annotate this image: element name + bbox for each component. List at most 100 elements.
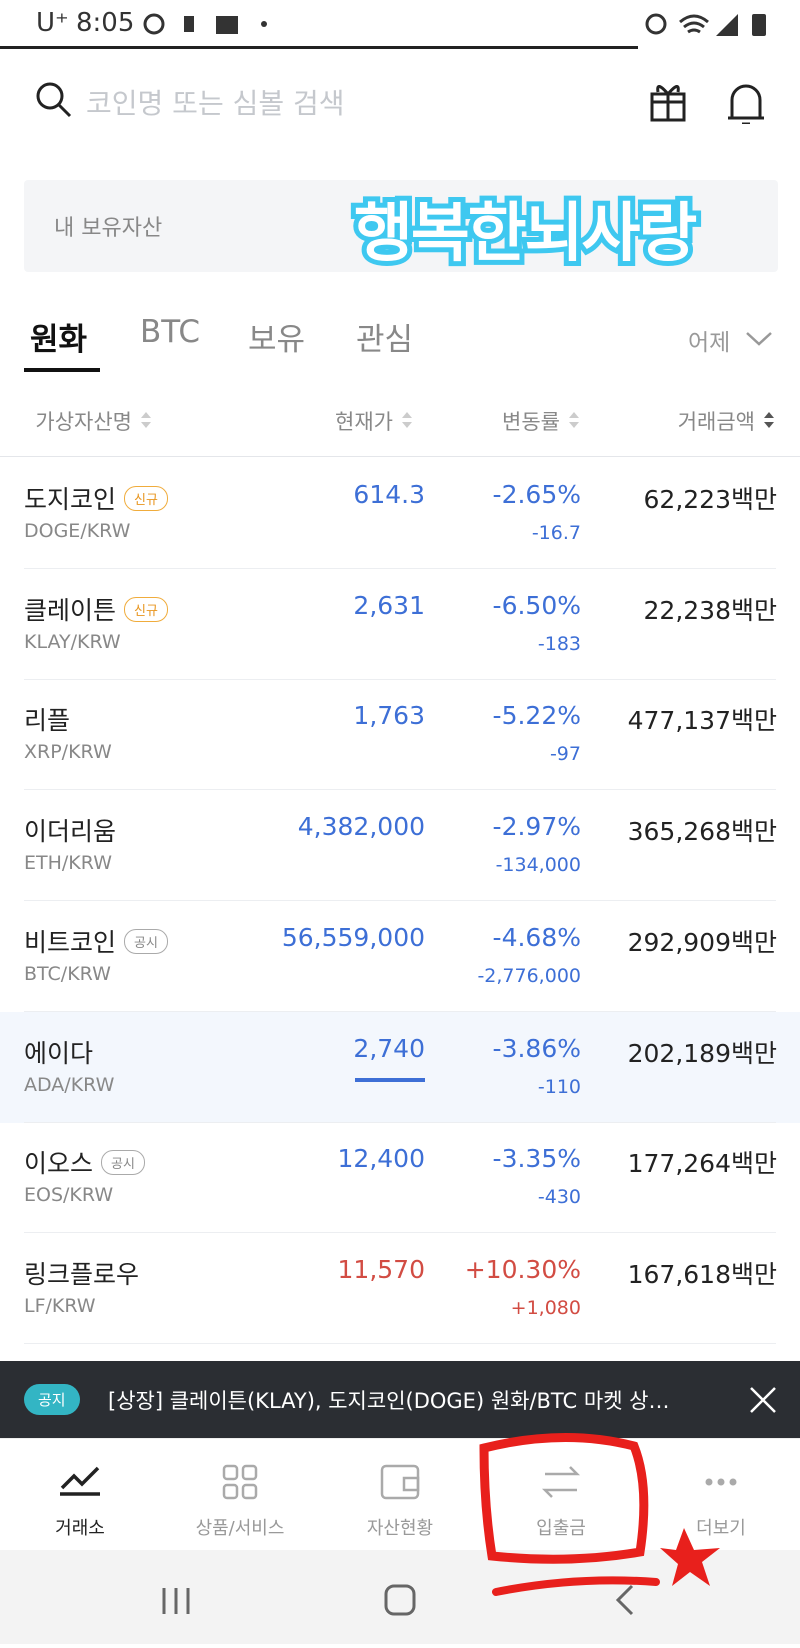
sort-icon — [568, 410, 580, 430]
sort-icon — [401, 410, 413, 430]
price: 1,763 — [353, 701, 425, 731]
column-title[interactable]: 현재가 — [335, 410, 393, 434]
column-title[interactable]: 변동률 — [502, 410, 560, 434]
coin-name: 이더리움 — [24, 817, 117, 847]
coin-name: 리플 — [24, 706, 71, 736]
price: 4,382,000 — [297, 812, 425, 842]
close-icon[interactable] — [748, 1385, 778, 1415]
column-title[interactable]: 거래금액 — [677, 410, 755, 434]
change-amount: -110 — [537, 1075, 581, 1098]
volume: 177,264백만 — [627, 1149, 777, 1179]
sort-icon — [140, 410, 152, 430]
progress-bar — [0, 46, 638, 49]
notice-text: [상장] 클레이튼(KLAY), 도지코인(DOGE) 원화/BTC 마켓 상… — [108, 1389, 670, 1413]
nav-icon — [541, 1466, 581, 1498]
status-bar: U⁺ 8:05 — [0, 0, 800, 50]
row-divider — [24, 678, 776, 680]
search-input[interactable]: 코인명 또는 심볼 검색 — [86, 87, 345, 120]
change-amount: -16.7 — [531, 522, 581, 544]
nav-icon — [380, 1464, 420, 1500]
pair: DOGE/KRW — [24, 520, 131, 542]
system-icons — [645, 13, 766, 36]
row-divider — [24, 1121, 776, 1123]
price: 56,559,000 — [281, 922, 425, 952]
nav-label: 상품/서비스 — [195, 1518, 285, 1539]
sort-icon — [763, 410, 775, 430]
nav-label: 더보기 — [696, 1518, 746, 1539]
my-assets-box[interactable]: 내 보유자산 행복한뇌사랑 — [24, 180, 778, 276]
nav-item[interactable]: 입출금 — [481, 1438, 641, 1540]
system-nav-icons[interactable] — [0, 1550, 800, 1644]
change-rate: +10.30% — [464, 1254, 581, 1284]
my-assets-label: 내 보유자산 — [54, 216, 163, 241]
tab[interactable]: 보유 — [248, 322, 306, 358]
volume: 292,909백만 — [627, 927, 777, 957]
coin-name: 비트코인 공시 — [24, 923, 168, 959]
coin-name: 이오스 공시 — [24, 1144, 145, 1180]
coin-row[interactable]: 리플 XRP/KRW 1,763 -5.22% -97 477,137백만 — [0, 679, 800, 791]
time: 8:05 — [76, 8, 135, 38]
row-divider — [24, 1232, 776, 1234]
search-icon[interactable] — [34, 80, 74, 120]
volume: 22,238백만 — [643, 595, 777, 625]
change-rate: -3.86% — [492, 1033, 581, 1063]
column-title[interactable]: 가상자산명 — [35, 410, 132, 434]
change-rate: -4.68% — [492, 922, 581, 952]
coin-row[interactable]: 비트코인 공시 BTC/KRW 56,559,000 -4.68% -2,776,000 2… — [0, 901, 800, 1012]
row-divider — [24, 789, 776, 791]
price: 2,740 — [353, 1033, 425, 1063]
row-divider — [24, 1010, 776, 1012]
system-nav — [0, 1550, 800, 1644]
period-select[interactable]: 어제 — [688, 330, 731, 356]
coin-name: 에이다 — [24, 1038, 94, 1068]
badge: 공시 — [124, 928, 168, 954]
coin-row[interactable]: 에이다 ADA/KRW 2,740 -3.86% -110 202,189백만 — [0, 1011, 800, 1123]
change-amount: -2,776,000 — [477, 964, 581, 987]
price: 614.3 — [353, 480, 425, 509]
change-rate: -2.65% — [492, 480, 581, 509]
tab[interactable]: 관심 — [356, 322, 414, 358]
change-amount: -134,000 — [495, 854, 581, 877]
nav-label: 입출금 — [536, 1518, 586, 1539]
price: 12,400 — [337, 1144, 425, 1174]
nav-item[interactable]: 더보기 — [641, 1438, 800, 1540]
coin-row[interactable]: 이더리움 ETH/KRW 4,382,000 -2.97% -134,000 365,26… — [0, 790, 800, 902]
carrier: U⁺ — [36, 8, 69, 38]
nav-label: 자산현황 — [366, 1518, 434, 1539]
status-icons — [143, 13, 267, 35]
coin-name: 링크플로우 — [24, 1259, 140, 1289]
nav-icon — [705, 1478, 737, 1486]
change-amount: -97 — [549, 743, 581, 766]
volume: 62,223백만 — [643, 485, 777, 514]
pair: LF/KRW — [24, 1294, 96, 1317]
nav-icon — [222, 1464, 258, 1500]
change-amount: -430 — [537, 1186, 581, 1209]
change-rate: -6.50% — [492, 590, 581, 620]
chevron[interactable] — [744, 328, 774, 348]
change-rate: -2.97% — [492, 812, 581, 842]
change-amount: +1,080 — [510, 1296, 581, 1319]
coin-row[interactable]: 이오스 공시 EOS/KRW 12,400 -3.35% -430 177,264백만 — [0, 1122, 800, 1234]
row-divider — [24, 568, 776, 569]
nav-label: 거래소 — [55, 1518, 105, 1539]
notice-banner[interactable]: 공지 [상장] 클레이튼(KLAY), 도지코인(DOGE) 원화/BTC 마켓… — [0, 1361, 800, 1438]
coin-row[interactable]: 클레이튼 신규 KLAY/KRW 2,631 -6.50% -183 22,238백만 — [0, 569, 800, 680]
nav-item[interactable]: 거래소 — [0, 1438, 160, 1540]
coin-name: 클레이튼 신규 — [24, 591, 168, 627]
pair: KLAY/KRW — [24, 630, 121, 653]
nav-item[interactable]: 자산현황 — [320, 1438, 480, 1540]
price: 2,631 — [353, 590, 425, 620]
coin-row[interactable]: 링크플로우 LF/KRW 11,570 +10.30% +1,080 167,618백만 — [0, 1233, 800, 1344]
badge: 신규 — [124, 486, 168, 511]
change-rate: -5.22% — [492, 701, 581, 731]
header-icons[interactable] — [648, 80, 768, 124]
tab[interactable]: 원화 — [30, 322, 88, 358]
price-underline — [355, 1077, 425, 1082]
nav-item[interactable]: 상품/서비스 — [160, 1438, 320, 1540]
notice-tag: 공지 — [24, 1384, 80, 1415]
coin-row[interactable]: 도지코인 신규 DOGE/KRW 614.3 -2.65% -16.7 62,223백만 — [0, 458, 800, 569]
pair: ETH/KRW — [24, 852, 112, 875]
tab[interactable]: BTC — [140, 314, 201, 350]
volume: 167,618백만 — [627, 1259, 777, 1289]
pair: EOS/KRW — [24, 1184, 114, 1207]
